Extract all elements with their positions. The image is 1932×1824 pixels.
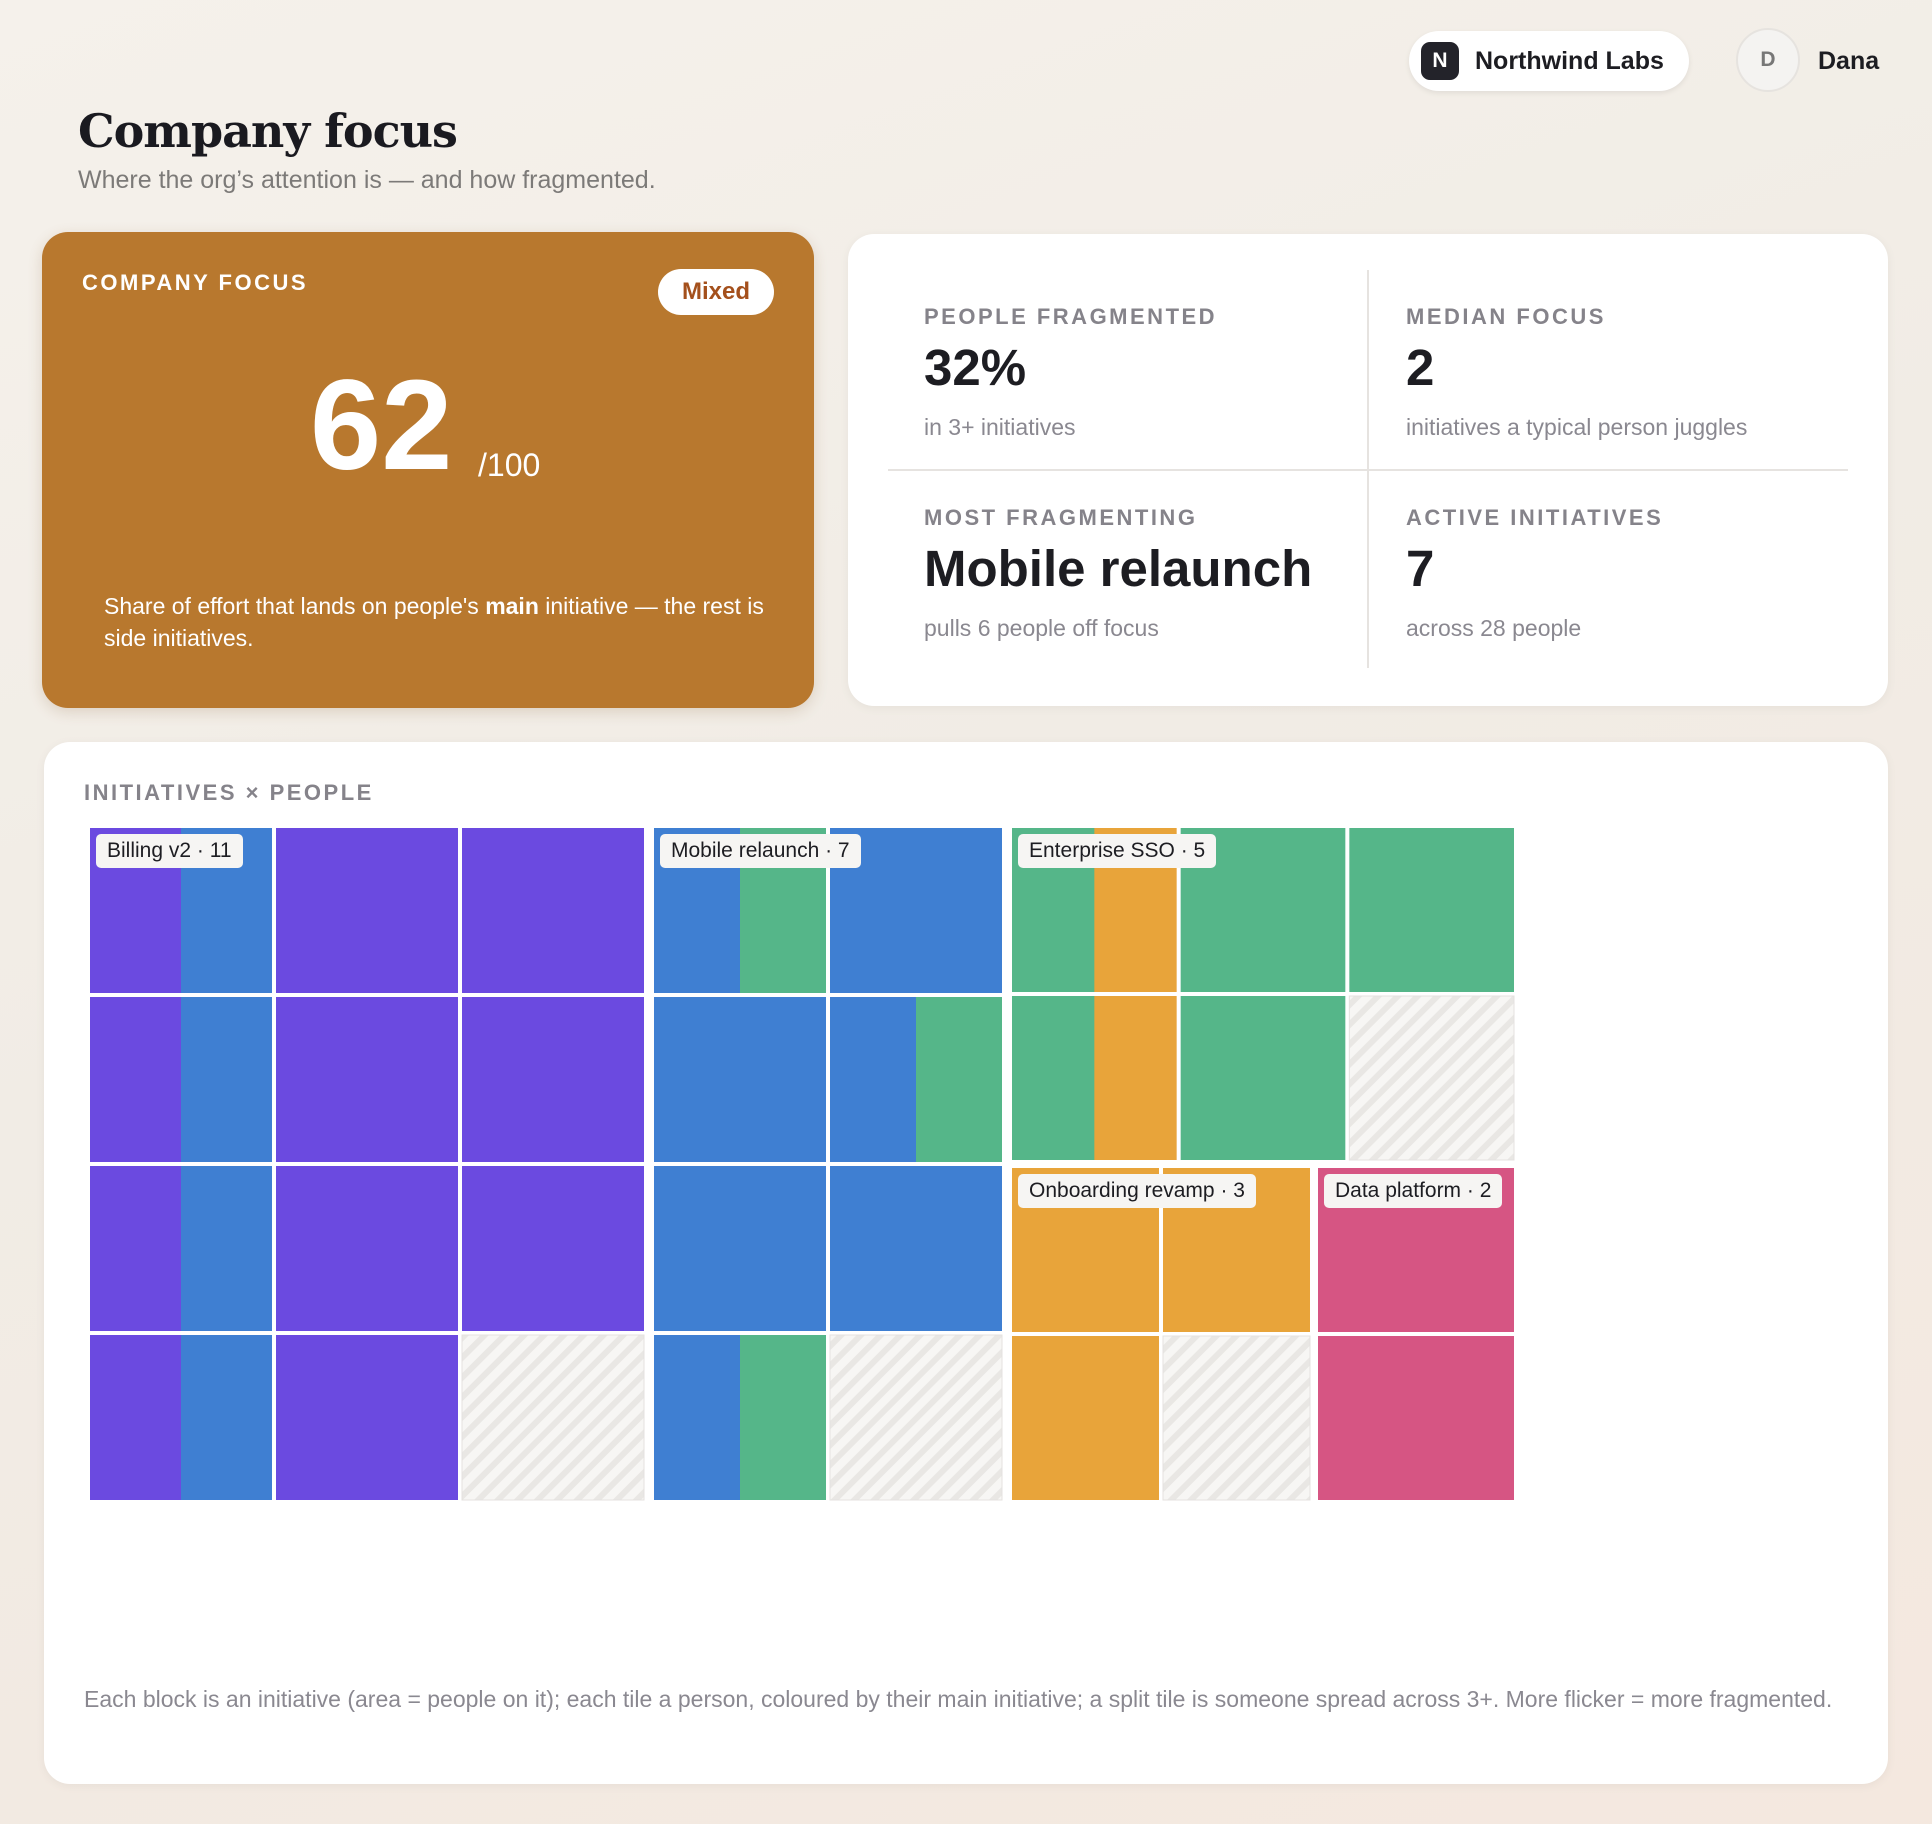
initiative-block[interactable]: [90, 828, 645, 1501]
focus-score: 62: [310, 354, 453, 497]
stat-value: 2: [1406, 339, 1435, 396]
stat-label: MEDIAN FOCUS: [1406, 304, 1606, 329]
person-tile-split[interactable]: [654, 1335, 741, 1500]
org-name: Northwind Labs: [1475, 46, 1664, 75]
stat-value: 32%: [924, 339, 1027, 396]
person-tile-split[interactable]: [90, 997, 182, 1162]
stat-sub: in 3+ initiatives: [924, 414, 1076, 441]
stat-active-initiatives: ACTIVE INITIATIVES 7 across 28 people: [1406, 505, 1663, 642]
person-tile[interactable]: [654, 997, 826, 1162]
stat-label: MOST FRAGMENTING: [924, 505, 1198, 530]
initiative-block[interactable]: [1012, 1168, 1311, 1501]
stat-label: ACTIVE INITIATIVES: [1406, 505, 1664, 530]
person-tile[interactable]: [276, 1166, 458, 1331]
person-tile[interactable]: [654, 1166, 826, 1331]
stat-people-fragmented: PEOPLE FRAGMENTED 32% in 3+ initiatives: [924, 304, 1217, 441]
person-tile-split[interactable]: [90, 1166, 182, 1331]
stat-sub: initiatives a typical person juggles: [1406, 414, 1748, 441]
focus-card-label: COMPANY FOCUS: [82, 270, 309, 295]
person-tile[interactable]: [462, 997, 644, 1162]
person-tile[interactable]: [830, 1166, 1002, 1331]
empty-tile: [829, 1334, 1003, 1501]
initiative-tag: Enterprise SSO · 5: [1018, 834, 1217, 868]
initiative-tag: Billing v2 · 11: [96, 834, 243, 868]
focus-desc-bold: main: [485, 593, 539, 619]
grid-footnote: Each block is an initiative (area = peop…: [84, 1686, 1833, 1712]
avatar[interactable]: D: [1736, 28, 1800, 92]
stats-card: PEOPLE FRAGMENTED 32% in 3+ initiatives …: [848, 234, 1888, 706]
person-tile-split[interactable]: [181, 1166, 272, 1331]
initiative-block[interactable]: [1012, 828, 1515, 1161]
stat-sub: pulls 6 people off focus: [924, 615, 1159, 642]
person-tile-split[interactable]: [1094, 996, 1177, 1160]
initiative-tag: Onboarding revamp · 3: [1018, 1174, 1256, 1208]
person-tile-split[interactable]: [830, 997, 917, 1162]
stat-most-fragmenting: MOST FRAGMENTING Mobile relaunch pulls 6…: [924, 505, 1312, 642]
stat-value: Mobile relaunch: [924, 540, 1313, 597]
focus-score-max: /100: [478, 447, 541, 483]
user-name[interactable]: Dana: [1818, 47, 1880, 75]
empty-tile: [461, 1334, 645, 1501]
person-tile-split[interactable]: [916, 997, 1002, 1162]
initiative-block[interactable]: [654, 828, 1003, 1501]
org-logo: N: [1421, 42, 1459, 80]
person-tile[interactable]: [462, 828, 644, 993]
initiatives-people-card: INITIATIVES × PEOPLE Billing v2 · 11 Mobi…: [44, 742, 1888, 1784]
initiative-block[interactable]: [1318, 1168, 1514, 1500]
person-tile-split[interactable]: [1012, 996, 1095, 1160]
status-badge: Mixed: [658, 269, 774, 315]
person-tile-split[interactable]: [181, 997, 272, 1162]
person-tile[interactable]: [276, 828, 458, 993]
person-tile[interactable]: [276, 997, 458, 1162]
org-switcher[interactable]: N Northwind Labs: [1409, 31, 1689, 91]
person-tile[interactable]: [1349, 828, 1514, 992]
stat-value: 7: [1406, 540, 1435, 597]
person-tile[interactable]: [1012, 1336, 1159, 1500]
page-subtitle: Where the org’s attention is — and how f…: [78, 166, 656, 194]
stats-divider-horizontal: [888, 469, 1848, 471]
stat-label: PEOPLE FRAGMENTED: [924, 304, 1218, 329]
person-tile[interactable]: [276, 1335, 458, 1500]
company-focus-card: COMPANY FOCUS Mixed 62 /100 Share of eff…: [42, 232, 814, 708]
person-tile[interactable]: [462, 1166, 644, 1331]
page-title: Company focus: [78, 104, 458, 158]
stat-median-focus: MEDIAN FOCUS 2 initiatives a typical per…: [1406, 304, 1747, 441]
grid-label: INITIATIVES × PEOPLE: [84, 780, 374, 805]
initiatives-treemap: [90, 828, 1515, 1501]
empty-tile: [1162, 1335, 1311, 1501]
person-tile[interactable]: [1318, 1336, 1514, 1500]
person-tile-split[interactable]: [90, 1335, 182, 1500]
focus-description: Share of effort that lands on people's m…: [104, 590, 764, 654]
initiative-tag: Mobile relaunch · 7: [660, 834, 861, 868]
person-tile[interactable]: [1180, 996, 1346, 1160]
empty-tile: [1348, 995, 1515, 1161]
initiative-tag: Data platform · 2: [1324, 1174, 1503, 1208]
focus-desc-prefix: Share of effort that lands on people's: [104, 593, 486, 619]
focus-desc-suffix: initiative — the rest is side initiative…: [104, 593, 764, 651]
person-tile-split[interactable]: [740, 1335, 826, 1500]
person-tile-split[interactable]: [181, 1335, 272, 1500]
stat-sub: across 28 people: [1406, 615, 1582, 642]
